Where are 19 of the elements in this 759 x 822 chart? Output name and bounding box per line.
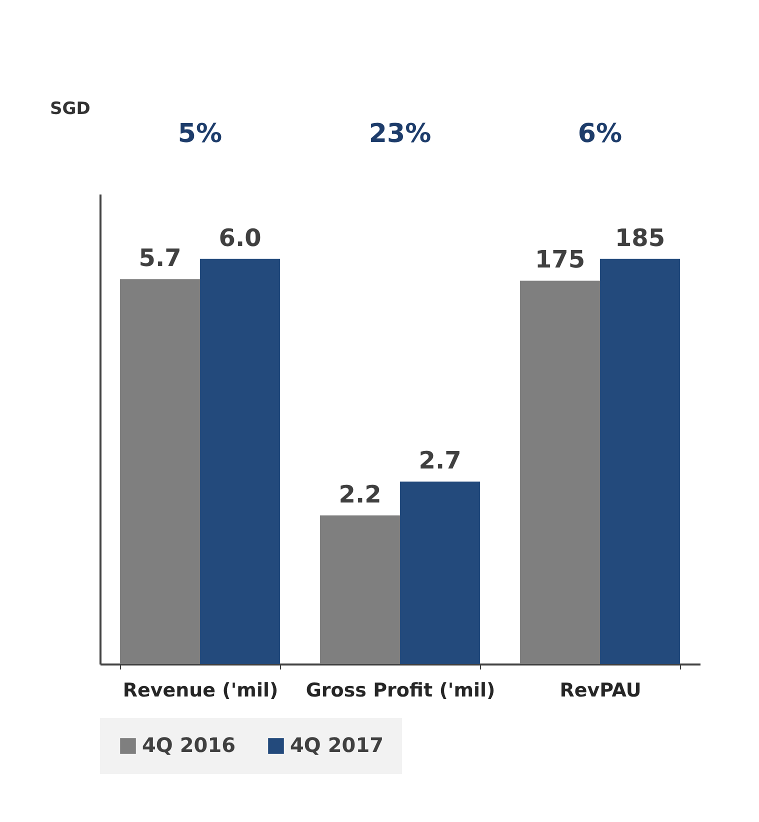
text: 6% — [578, 119, 622, 149]
legend-label: 4Q 2017 — [290, 733, 384, 757]
x-tick-label: Revenue ('mil) — [122, 680, 278, 702]
data-label: 185 — [614, 224, 666, 252]
text: SGD — [50, 99, 90, 119]
legend-label: 4Q 2016 — [142, 733, 236, 757]
data-label: 2.7 — [418, 446, 462, 475]
data-label: 175 — [534, 246, 586, 274]
text: 23% — [368, 119, 432, 149]
data-label: 6.0 — [218, 224, 262, 252]
bar — [400, 482, 480, 664]
data-label: 2.2 — [338, 480, 382, 508]
x-tick-label: Gross Profit ('mil) — [306, 680, 496, 702]
text: 5% — [178, 119, 222, 149]
x-tick-label: RevPAU — [560, 680, 642, 702]
bar — [200, 258, 280, 664]
bar — [320, 515, 400, 664]
bar — [120, 279, 200, 664]
data-label: 5.7 — [138, 244, 182, 272]
